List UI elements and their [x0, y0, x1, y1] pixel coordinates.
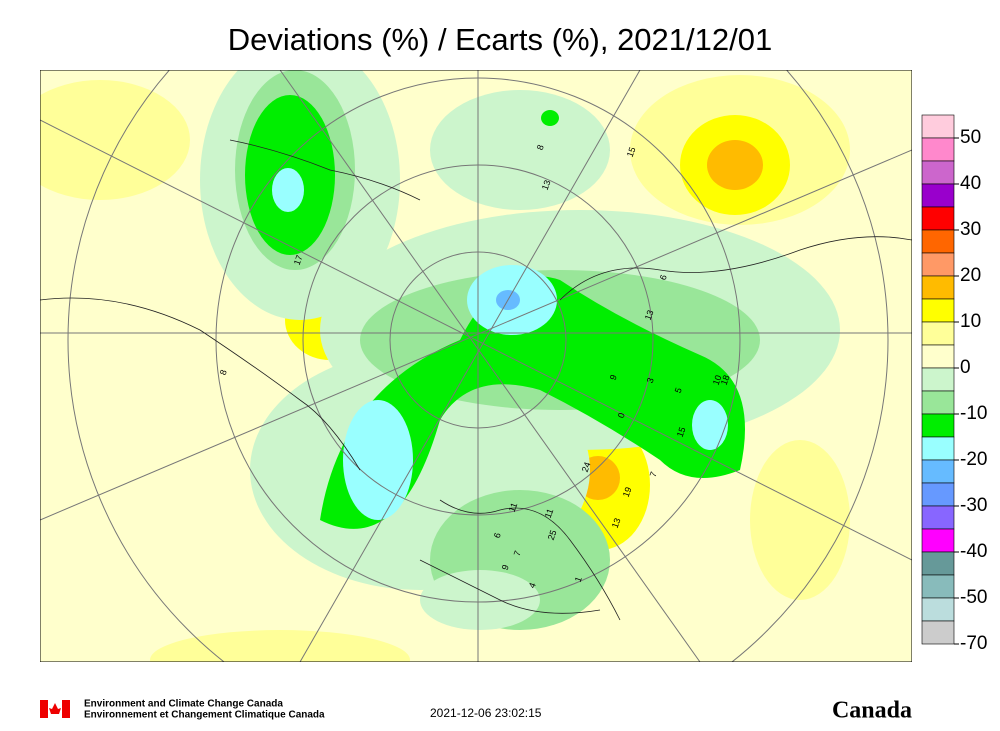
legend-swatch: [921, 574, 955, 599]
legend-swatch: [921, 321, 955, 346]
contour-label: 11: [507, 501, 520, 513]
legend-label: -30: [960, 495, 987, 516]
contour-label: 3: [645, 376, 656, 384]
wordmark: Canada: [832, 698, 912, 724]
contour-label: 13: [540, 179, 553, 192]
contour-label: 6: [492, 531, 503, 539]
legend-swatch: [921, 183, 955, 208]
legend-swatch: [921, 229, 955, 254]
legend: 50 40 30 20 10 0 -10 -20 -30 -40 -50 -70: [921, 114, 987, 654]
legend-swatch: [921, 436, 955, 461]
legend-label: 40: [960, 173, 981, 194]
contour-label: 13: [643, 309, 656, 322]
legend-swatch: [921, 528, 955, 553]
contour-label: 18: [719, 374, 732, 387]
legend-swatch: [921, 482, 955, 507]
legend-swatch: [921, 298, 955, 323]
timestamp: 2021-12-06 23:02:15: [430, 706, 542, 720]
flag: [40, 700, 70, 718]
contour-label: 5: [673, 386, 684, 394]
legend-swatch: [921, 137, 955, 162]
org-en: Environment and Climate Change Canada: [84, 699, 283, 710]
legend-label: 50: [960, 127, 981, 148]
legend-swatch: [921, 597, 955, 622]
contour-label: 7: [512, 549, 523, 557]
legend-label: -40: [960, 541, 987, 562]
contour-label: 15: [675, 426, 688, 439]
contour-label: 13: [610, 517, 623, 530]
contour-label: 0: [616, 411, 627, 419]
contour-label: 9: [500, 563, 511, 571]
contour-label: 11: [543, 507, 556, 519]
legend-swatch: [921, 413, 955, 438]
legend-label: 30: [960, 219, 981, 240]
legend-swatch: [921, 344, 955, 369]
legend-label: 0: [960, 357, 971, 378]
contour-label: 9: [608, 373, 619, 381]
legend-swatch: [921, 505, 955, 530]
contour-label: 19: [621, 486, 634, 499]
contour-label: 17: [292, 254, 305, 267]
org-fr: Environnement et Changement Climatique C…: [84, 710, 325, 721]
legend-label: 10: [960, 311, 981, 332]
title: Deviations (%) / Ecarts (%), 2021/12/01: [228, 22, 772, 57]
legend-swatch: [921, 390, 955, 415]
contour-label: 24: [580, 461, 593, 474]
legend-label: -50: [960, 587, 987, 608]
legend-label: -10: [960, 403, 987, 424]
contour-label: 1: [573, 575, 584, 583]
legend-swatch: [921, 459, 955, 484]
legend-swatch: [921, 114, 955, 139]
legend-swatch: [921, 275, 955, 300]
contour-label: 6: [658, 273, 669, 281]
legend-swatch: [921, 620, 955, 645]
contour-label: 8: [535, 143, 546, 151]
legend-swatch: [921, 252, 955, 277]
contour-label: 10: [711, 374, 724, 387]
legend-swatch: [921, 367, 955, 392]
contour-label: 8: [218, 368, 229, 376]
contour-label: 4: [527, 581, 538, 589]
legend-label: -20: [960, 449, 987, 470]
legend-label: -70: [960, 633, 987, 654]
legend-swatch: [921, 551, 955, 576]
contour-label: 7: [648, 470, 659, 478]
legend-label: 20: [960, 265, 981, 286]
contour-label: 25: [546, 529, 559, 542]
legend-swatch: [921, 206, 955, 231]
legend-swatch: [921, 160, 955, 185]
contour-label: 15: [625, 146, 638, 159]
